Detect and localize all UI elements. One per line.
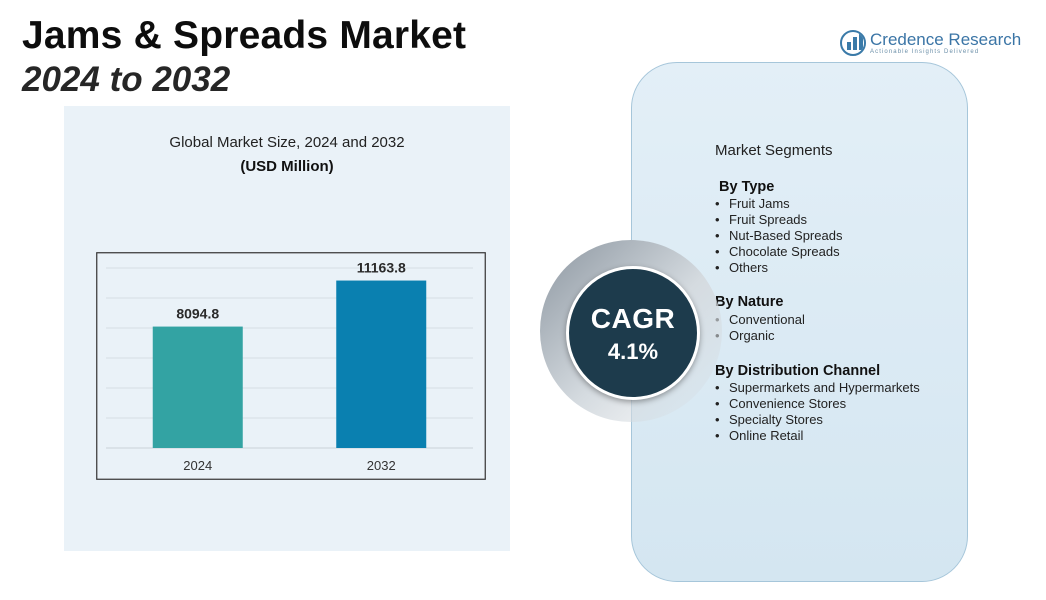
segment-item: Online Retail xyxy=(715,428,920,444)
cagr-label: CAGR xyxy=(590,303,676,334)
data-label: 8094.8 xyxy=(176,306,219,322)
cagr-value: 4.1% xyxy=(607,339,659,364)
chart-unit: (USD Million) xyxy=(240,158,334,175)
segment-list-type: Fruit Jams Fruit Spreads Nut-Based Sprea… xyxy=(715,196,842,276)
data-label: 11163.8 xyxy=(357,260,406,276)
logo-name: Credence Research xyxy=(870,30,1022,49)
logo-icon xyxy=(840,30,866,56)
page-subtitle: 2024 to 2032 xyxy=(22,60,231,99)
chart-title: Global Market Size, 2024 and 2032 xyxy=(169,134,405,151)
segment-group-title: By Distribution Channel xyxy=(715,363,881,379)
segment-item: Convenience Stores xyxy=(715,396,920,412)
segment-item: Supermarkets and Hypermarkets xyxy=(715,380,920,396)
segments-heading: Market Segments xyxy=(715,142,833,159)
segment-list-channel: Supermarkets and Hypermarkets Convenienc… xyxy=(715,380,920,444)
bar-2032 xyxy=(336,280,427,448)
x-tick-label: 2032 xyxy=(367,458,396,473)
segment-item: Chocolate Spreads xyxy=(715,244,842,260)
cagr-badge: CAGR 4.1% xyxy=(566,266,700,400)
segment-item: Organic xyxy=(715,328,805,344)
chart-panel: Global Market Size, 2024 and 2032 (USD M… xyxy=(64,106,510,551)
segment-item: Fruit Jams xyxy=(715,196,842,212)
segment-group-title: By Type xyxy=(719,179,775,195)
logo-tagline: Actionable Insights Delivered xyxy=(870,49,980,55)
x-tick-label: 2024 xyxy=(183,458,212,473)
segment-item: Fruit Spreads xyxy=(715,212,842,228)
bar-2024 xyxy=(152,326,243,448)
segment-list-nature: Conventional Organic xyxy=(715,312,805,344)
segment-item: Others xyxy=(715,260,842,276)
segment-group-title: By Nature xyxy=(715,294,784,310)
bar-chart: 8094.8 2024 11163.8 2032 xyxy=(96,252,486,480)
chart-frame xyxy=(96,252,486,480)
brand-logo[interactable]: Credence Research Actionable Insights De… xyxy=(838,30,1038,60)
page-title: Jams & Spreads Market xyxy=(22,14,467,57)
segment-item: Nut-Based Spreads xyxy=(715,228,842,244)
segment-item: Conventional xyxy=(715,312,805,328)
segment-item: Specialty Stores xyxy=(715,412,920,428)
